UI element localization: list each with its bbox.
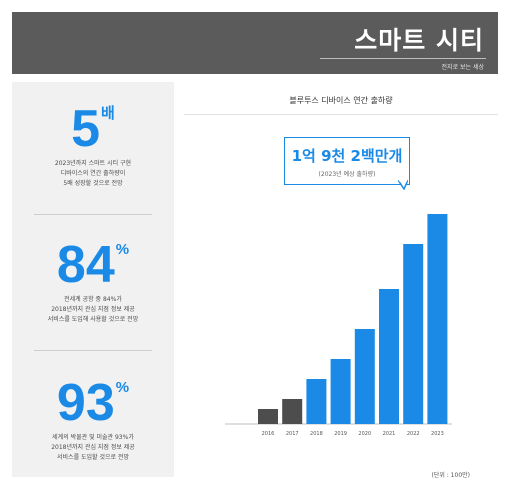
header-divider — [320, 58, 486, 59]
page-title: 스마트 시티 — [354, 26, 484, 55]
tick-label-2023: 2023 — [431, 431, 444, 437]
stat-desc-line: 2023년까지 스마트 시티 구현 — [54, 160, 132, 167]
stat-unit: % — [115, 241, 130, 258]
bar-2023 — [427, 214, 448, 424]
stat-block-2: 84% 전세계 공항 중 84%가 2018년까지 관심 지점 정보 제공 서비… — [12, 222, 174, 325]
stat-value: 5배 — [71, 100, 115, 158]
stats-panel: 5배 2023년까지 스마트 시티 구현 디바이스의 연간 출하량이 5배 성장… — [12, 82, 174, 477]
chart-title-rule — [184, 114, 498, 115]
unit-note: (단위 : 100만) — [431, 472, 470, 479]
stat-unit: 배 — [101, 105, 115, 122]
stat-description: 세계의 박물관 및 미술관 93%가 2018년까지 관심 지점 정보 제공 서… — [12, 433, 174, 463]
stat-value: 84% — [56, 236, 130, 294]
bar-2020 — [354, 329, 375, 424]
stat-description: 전세계 공항 중 84%가 2018년까지 관심 지점 정보 제공 서비스를 도… — [12, 295, 174, 325]
bar-2022 — [403, 244, 424, 424]
stat-desc-line: 세계의 박물관 및 미술관 93%가 — [52, 434, 134, 441]
callout-box: 1억 9천 2백만개 (2023년 예상 출하량) — [284, 137, 410, 185]
stat-block-1: 5배 2023년까지 스마트 시티 구현 디바이스의 연간 출하량이 5배 성장… — [12, 86, 174, 189]
tick-label-2016: 2016 — [262, 431, 275, 437]
bar-2018 — [306, 379, 327, 424]
callout-value: 1억 9천 2백만개 — [291, 147, 403, 165]
stat-desc-line: 서비스를 도입할 것으로 전망 — [57, 454, 129, 461]
stat-desc-line: 2018년까지 관심 지점 정보 제공 — [51, 444, 135, 451]
page-subtitle: 전지로 보는 세상 — [441, 64, 484, 71]
stat-unit: % — [115, 379, 130, 396]
bar-2016 — [258, 409, 278, 424]
tick-label-2019: 2019 — [334, 431, 347, 437]
callout-caption: (2023년 예상 출하량) — [318, 171, 376, 178]
header-banner: 스마트 시티 전지로 보는 세상 — [12, 12, 498, 74]
tick-label-2021: 2021 — [383, 431, 396, 437]
stat-divider — [34, 214, 152, 215]
bar-2017 — [282, 399, 303, 424]
stat-desc-line: 디바이스의 연간 출하량이 — [60, 170, 126, 177]
stat-desc-line: 2018년까지 관심 지점 정보 제공 — [51, 306, 135, 313]
chart-title: 블루투스 디바이스 연간 출하량 — [289, 96, 393, 105]
bar-2019 — [330, 359, 351, 424]
tick-label-2022: 2022 — [407, 431, 420, 437]
stat-desc-line: 서비스를 도입해 사용할 것으로 전망 — [47, 316, 139, 323]
stat-block-3: 93% 세계의 박물관 및 미술관 93%가 2018년까지 관심 지점 정보 … — [12, 360, 174, 463]
stat-desc-line: 전세계 공항 중 84%가 — [64, 296, 122, 303]
stat-divider — [34, 350, 152, 351]
bar-2021 — [379, 289, 399, 424]
stat-description: 2023년까지 스마트 시티 구현 디바이스의 연간 출하량이 5배 성장할 것… — [12, 159, 174, 189]
stat-desc-line: 5배 성장할 것으로 전망 — [63, 180, 123, 187]
stat-value: 93% — [56, 374, 130, 432]
callout-pointer — [398, 180, 408, 190]
tick-label-2017: 2017 — [286, 431, 299, 437]
tick-label-2020: 2020 — [358, 431, 371, 437]
tick-label-2018: 2018 — [310, 431, 323, 437]
